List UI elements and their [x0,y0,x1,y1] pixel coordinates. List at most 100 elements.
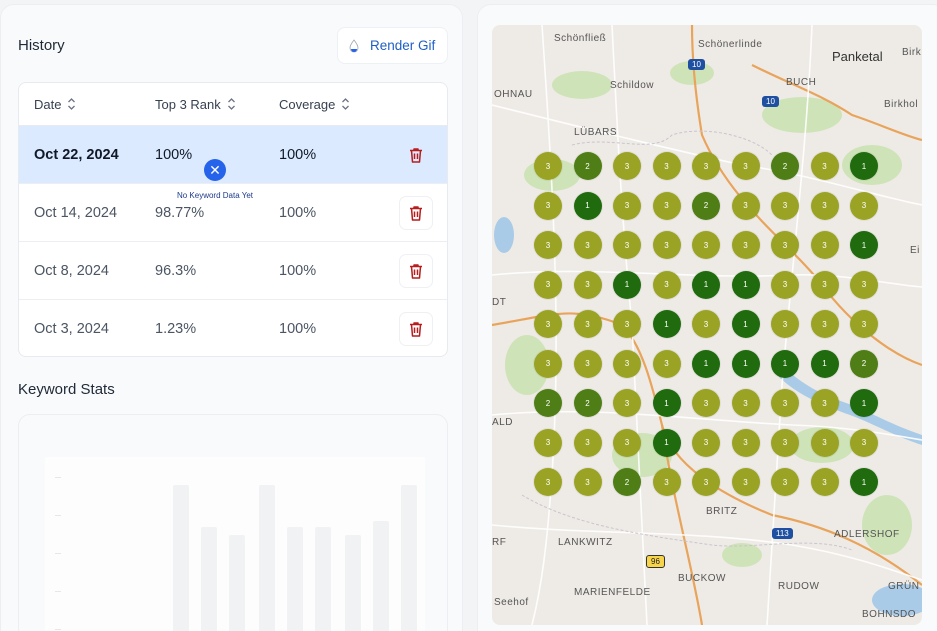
rank-dot[interactable]: 1 [613,270,641,299]
rank-dot[interactable]: 3 [652,152,681,180]
rank-dot[interactable]: 3 [573,270,602,299]
rank-dot[interactable]: 3 [534,231,562,259]
rank-dot[interactable]: 2 [534,389,562,417]
rank-dot[interactable]: 3 [771,389,799,417]
rank-dot[interactable]: 3 [692,468,720,496]
rank-dot[interactable]: 3 [850,428,878,457]
rank-dot[interactable]: 3 [731,152,760,180]
rank-dot[interactable]: 3 [613,310,641,338]
rank-dot[interactable]: 3 [652,191,681,220]
rank-dot[interactable]: 1 [731,310,760,338]
rank-dot[interactable]: 3 [731,389,760,417]
rank-dot[interactable]: 3 [810,468,839,496]
placeholder-gridline [55,629,61,630]
rank-dot[interactable]: 3 [692,389,720,417]
rank-dot[interactable]: 3 [613,389,641,417]
rank-dot[interactable]: 3 [771,191,799,220]
rank-dot[interactable]: 3 [810,310,839,338]
rank-dot[interactable]: 3 [534,310,562,338]
rank-dot[interactable]: 3 [573,428,602,457]
rank-dot[interactable]: 3 [850,310,878,338]
rank-dot[interactable]: 3 [613,428,641,457]
table-row[interactable]: Oct 3, 2024 1.23% 100% [19,300,447,356]
rank-dot[interactable]: 3 [573,310,602,338]
rank-dot[interactable]: 2 [573,152,602,180]
rank-dot[interactable]: 3 [850,270,878,299]
rank-dot[interactable]: 3 [810,270,839,299]
table-row[interactable]: Oct 14, 2024 98.77% 100% [19,184,447,242]
rank-dot[interactable]: 3 [692,152,720,180]
column-header-date[interactable]: Date [34,97,76,112]
rank-dot[interactable]: 3 [692,310,720,338]
rank-dot[interactable]: 3 [771,468,799,496]
delete-button[interactable] [399,254,433,288]
rank-dot[interactable]: 3 [731,428,760,457]
rank-dot[interactable]: 1 [850,389,878,417]
rank-dot[interactable]: 1 [810,349,839,378]
rank-dot[interactable]: 3 [810,152,839,180]
rank-dot[interactable]: 3 [771,231,799,259]
rank-dot[interactable]: 1 [850,231,878,259]
table-row[interactable]: Oct 22, 2024 100% 100% [19,126,447,184]
rank-dot[interactable]: 3 [534,191,562,220]
rank-dot[interactable]: 1 [850,468,878,496]
rank-dot[interactable]: 3 [534,468,562,496]
rank-dot[interactable]: 1 [771,349,799,378]
table-row[interactable]: Oct 8, 2024 96.3% 100% [19,242,447,300]
rank-dot[interactable]: 2 [613,468,641,496]
rank-dot[interactable]: 3 [810,231,839,259]
delete-button[interactable] [399,138,433,172]
rank-dot[interactable]: 1 [731,349,760,378]
rank-dot[interactable]: 2 [771,152,799,180]
rank-dot[interactable]: 3 [613,349,641,378]
delete-button[interactable] [399,196,433,230]
sort-icon [342,98,350,110]
rank-dot[interactable]: 1 [692,349,720,378]
rank-dot[interactable]: 3 [652,468,681,496]
rank-dot[interactable]: 3 [613,152,641,180]
rank-dot[interactable]: 3 [652,231,681,259]
rank-dot[interactable]: 2 [850,349,878,378]
rank-dot[interactable]: 3 [573,231,602,259]
column-header-top3[interactable]: Top 3 Rank [155,97,236,112]
rank-dot[interactable]: 3 [652,349,681,378]
rank-dot[interactable]: 3 [613,231,641,259]
rank-dot[interactable]: 3 [573,468,602,496]
rank-dot[interactable]: 3 [810,191,839,220]
rank-dot[interactable]: 3 [692,428,720,457]
rank-dot[interactable]: 3 [771,310,799,338]
rank-dot[interactable]: 3 [652,270,681,299]
rank-dot[interactable]: 1 [652,428,681,457]
rank-dot[interactable]: 1 [850,152,878,180]
rank-dot[interactable]: 3 [692,231,720,259]
delete-button[interactable] [399,312,433,346]
rank-dot[interactable]: 3 [534,270,562,299]
rank-dot[interactable]: 3 [771,428,799,457]
rank-dot[interactable]: 3 [534,349,562,378]
rank-dot[interactable]: 1 [731,270,760,299]
rank-dot[interactable]: 3 [810,389,839,417]
row-coverage: 100% [279,321,317,337]
rank-dot[interactable]: 3 [731,468,760,496]
rank-dot[interactable]: 1 [652,389,681,417]
rank-dot[interactable]: 3 [731,191,760,220]
rank-dot[interactable]: 3 [771,270,799,299]
rank-dot[interactable]: 1 [652,310,681,338]
map-place-label: Seehof [494,597,529,608]
render-gif-button[interactable]: Render Gif [337,27,448,64]
rank-grid-map[interactable]: Schönfließ Schönerlinde Panketal Birk Sc… [492,25,922,625]
rank-dot[interactable]: 2 [573,389,602,417]
rank-dot[interactable]: 3 [810,428,839,457]
rank-dot[interactable]: 3 [613,191,641,220]
rank-dot[interactable]: 3 [850,191,878,220]
rank-dot[interactable]: 3 [534,152,562,180]
row-top3: 1.23% [155,321,197,337]
rank-dot[interactable]: 3 [573,349,602,378]
rank-dot[interactable]: 2 [692,191,720,220]
rank-dot[interactable]: 1 [573,191,602,220]
column-header-coverage[interactable]: Coverage [279,97,350,112]
rank-dot[interactable]: 3 [731,231,760,259]
rank-dot[interactable]: 3 [534,428,562,457]
placeholder-bar [345,535,361,631]
rank-dot[interactable]: 1 [692,270,720,299]
